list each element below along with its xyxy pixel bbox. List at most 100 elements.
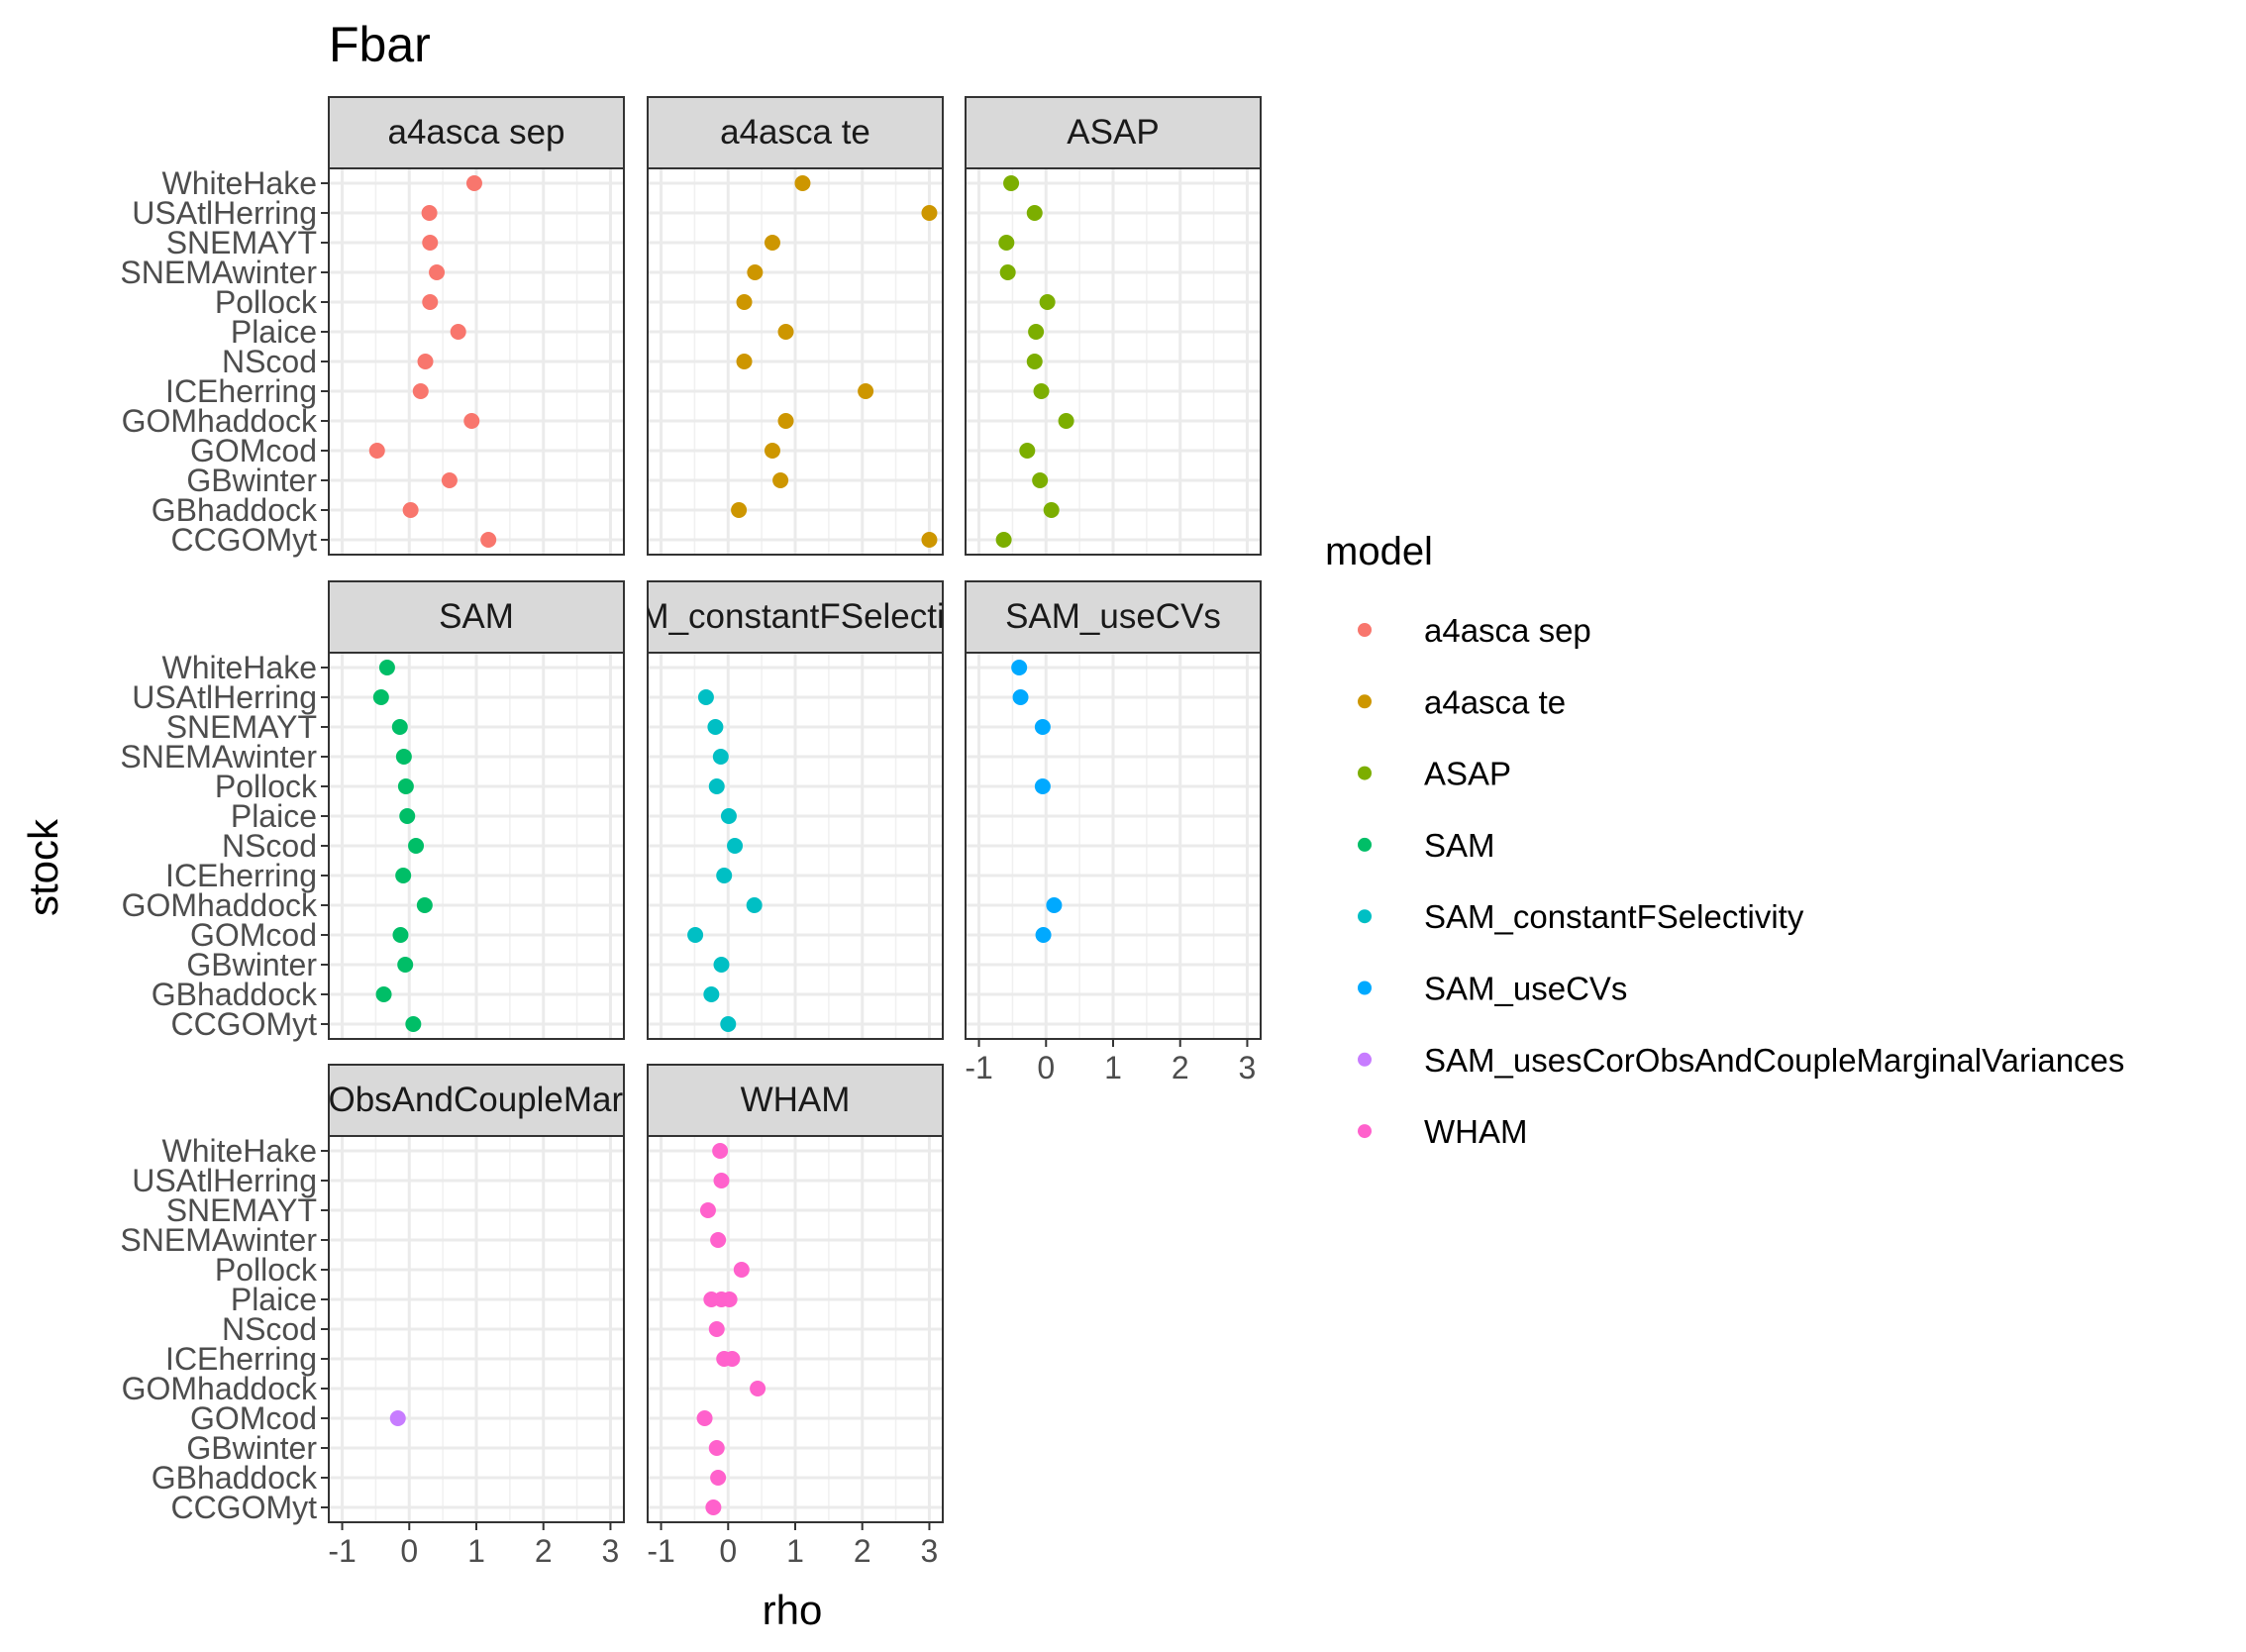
point-gomcod xyxy=(687,927,704,943)
panel-border xyxy=(965,167,1262,556)
point-plaice xyxy=(721,1291,738,1307)
panel-border xyxy=(647,167,944,556)
point-snemawinter xyxy=(710,1232,727,1248)
point-gbhaddock xyxy=(703,986,720,1002)
y-tick-label: GBwinter xyxy=(186,463,317,498)
point-ccgomyt xyxy=(921,532,938,548)
point-gomhaddock xyxy=(750,1381,766,1396)
x-tick-label: 0 xyxy=(719,1533,737,1569)
point-gomcod xyxy=(368,443,385,459)
legend-label: a4asca sep xyxy=(1424,612,1591,649)
facet-strip xyxy=(647,96,944,169)
point-snemayt xyxy=(391,719,408,735)
y-tick-label: Pollock xyxy=(215,284,318,320)
y-tick-label: Plaice xyxy=(231,314,317,350)
point-nscod xyxy=(736,354,753,369)
x-tick-label: 3 xyxy=(602,1533,620,1569)
x-tick-label: 0 xyxy=(1037,1050,1055,1085)
point-gbhaddock xyxy=(1043,502,1060,518)
y-tick-label: NScod xyxy=(222,1311,317,1347)
facet-strip-label: SAM_useCVs xyxy=(1005,597,1221,636)
facet-strip xyxy=(965,580,1262,654)
point-gomcod xyxy=(764,443,780,459)
point-plaice xyxy=(1028,324,1045,340)
legend-key xyxy=(1358,623,1372,637)
point-snemayt xyxy=(422,235,439,251)
point-pollock xyxy=(708,778,725,794)
legend-title: model xyxy=(1325,530,1433,573)
legend-label: ASAP xyxy=(1424,756,1511,792)
point-iceherring xyxy=(395,868,412,883)
point-whitehake xyxy=(794,175,811,191)
point-nscod xyxy=(417,354,434,369)
facet-strip-label: a4asca te xyxy=(720,113,870,152)
panel-a4asca-te: a4asca te xyxy=(647,96,944,556)
x-tick-label: 1 xyxy=(1104,1050,1122,1085)
y-tick-label: Plaice xyxy=(231,1282,317,1317)
y-tick-label: ICEherring xyxy=(165,858,317,893)
point-gomhaddock xyxy=(777,413,794,429)
legend-label: SAM_useCVs xyxy=(1424,971,1627,1007)
y-tick-label: CCGOMyt xyxy=(170,522,317,558)
point-pollock xyxy=(397,778,414,794)
point-gomcod xyxy=(1019,443,1036,459)
y-tick-label: WhiteHake xyxy=(162,165,318,201)
point-gbhaddock xyxy=(375,986,392,1002)
panel-sam-usecvs: SAM_useCVs -1 0 1 2 3 xyxy=(965,580,1262,1085)
point-usatlherring xyxy=(372,689,389,705)
point-snemayt xyxy=(998,235,1015,251)
point-pollock xyxy=(733,1262,750,1278)
y-tick-label: GOMhaddock xyxy=(122,1371,318,1406)
y-tick-label: SNEMAwinter xyxy=(120,255,317,290)
x-tick-label: 2 xyxy=(1172,1050,1189,1085)
legend: model a4asca sep a4asca te ASAP SAM SAM_const… xyxy=(1325,530,2124,1150)
y-tick-label: GBhaddock xyxy=(152,977,318,1012)
legend-label: SAM_usesCorObsAndCoupleMarginalVariances xyxy=(1424,1042,2124,1079)
point-whitehake xyxy=(465,175,482,191)
point-iceherring xyxy=(412,383,429,399)
point-nscod xyxy=(408,838,425,854)
point-gbwinter xyxy=(1032,472,1049,488)
y-tick-label: GOMcod xyxy=(190,433,317,468)
point-gbwinter xyxy=(441,472,458,488)
legend-label: SAM_constantFSelectivity xyxy=(1424,898,1804,935)
legend-item-sam: SAM xyxy=(1358,827,1495,864)
point-gomcod xyxy=(1035,927,1052,943)
point-gbwinter xyxy=(708,1440,725,1456)
y-tick-label: SNEMAYT xyxy=(166,1192,317,1228)
point-usatlherring xyxy=(697,689,714,705)
x-tick-label: 1 xyxy=(467,1533,485,1569)
facet-strip xyxy=(328,580,625,654)
facet-strip-label: SAM xyxy=(439,597,514,636)
x-tick-label: -1 xyxy=(965,1050,992,1085)
y-tick-label: GBhaddock xyxy=(152,492,318,528)
legend-key xyxy=(1358,1052,1372,1067)
y-tick-label: GBwinter xyxy=(186,1430,317,1466)
point-nscod xyxy=(708,1321,725,1337)
legend-item-asap: ASAP xyxy=(1358,756,1511,792)
point-gbwinter xyxy=(713,957,730,973)
legend-label: WHAM xyxy=(1424,1113,1527,1150)
legend-key xyxy=(1358,1124,1372,1139)
facet-strip-label: SAM_usesCorObsAndCoupleMarginalVariances xyxy=(105,1081,848,1119)
point-snemawinter xyxy=(712,749,729,765)
point-whitehake xyxy=(1003,175,1020,191)
legend-item-sam-usecvs: SAM_useCVs xyxy=(1358,971,1627,1007)
y-tick-label: CCGOMyt xyxy=(170,1006,317,1042)
y-tick-label: CCGOMyt xyxy=(170,1490,317,1525)
y-tick-label: SNEMAwinter xyxy=(120,1222,317,1258)
point-plaice xyxy=(450,324,466,340)
point-usatlherring xyxy=(1026,205,1043,221)
x-tick-label: 1 xyxy=(786,1533,804,1569)
facet-strip-label: SAM_constantFSelectivity xyxy=(594,597,997,636)
point-gomcod xyxy=(392,927,409,943)
panel-sam: SAM WhiteHakeUSAtlHerringSNEMAYTSNEMAwint… xyxy=(120,580,625,1042)
legend-label: SAM xyxy=(1424,827,1495,864)
y-tick-label: SNEMAYT xyxy=(166,225,317,260)
point-nscod xyxy=(1026,354,1043,369)
point-pollock xyxy=(1039,294,1056,310)
panel-a4asca-sep: a4asca sep WhiteHakeUSAtlHerringSNEMAYTSN… xyxy=(120,96,625,558)
point-whitehake xyxy=(712,1143,729,1159)
point-gomcod xyxy=(696,1410,713,1426)
